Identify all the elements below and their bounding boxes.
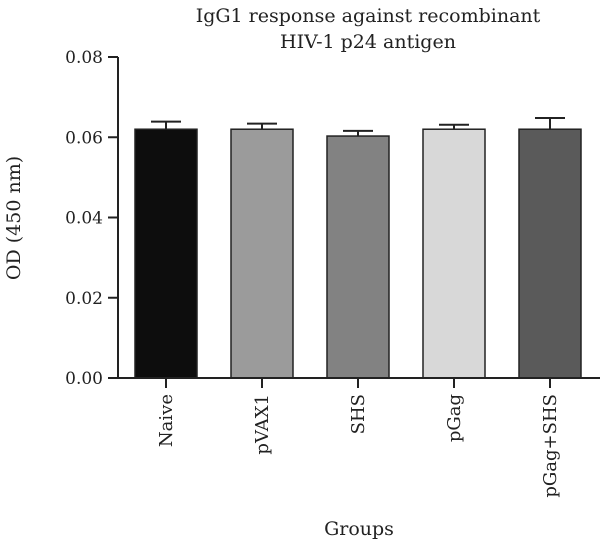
x-tick-label: Naive (156, 394, 177, 447)
x-tick-label: pVAX1 (252, 394, 273, 455)
y-tick-label: 0.00 (65, 369, 103, 389)
x-tick-label: pGag (444, 394, 465, 442)
bar-pgag (422, 128, 486, 379)
x-tick-label: pGag+SHS (540, 394, 561, 498)
error-bars (151, 116, 565, 137)
bar-pgag-shs (518, 128, 582, 379)
y-axis: 0.00 0.02 0.04 0.06 0.08 (65, 48, 119, 389)
y-tick-label: 0.08 (65, 48, 103, 68)
y-tick-label: 0.04 (65, 209, 103, 229)
x-axis: Naive pVAX1 SHS pGag pGag+SHS (117, 377, 600, 498)
chart-title-line-1: IgG1 response against recombinant (196, 5, 541, 27)
bar-naive (134, 128, 198, 379)
y-tick-label: 0.06 (65, 128, 103, 148)
x-tick-label: SHS (348, 394, 369, 434)
y-axis-label: OD (450 nm) (3, 156, 25, 280)
bars (134, 128, 582, 379)
bar-shs (326, 135, 390, 379)
y-tick-label: 0.02 (65, 289, 103, 309)
bar-pvax1 (230, 128, 294, 379)
x-axis-label: Groups (324, 518, 394, 540)
chart-title-line-2: HIV-1 p24 antigen (280, 31, 456, 53)
